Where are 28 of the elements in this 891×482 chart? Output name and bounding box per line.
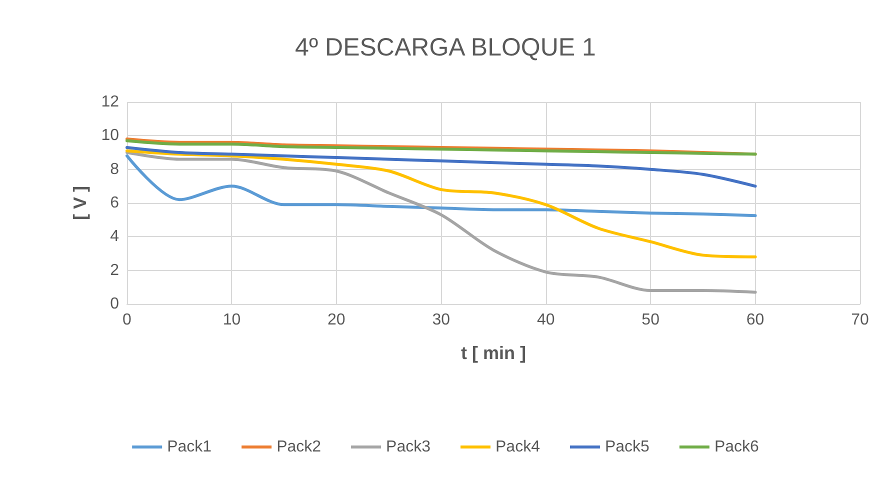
legend-label: Pack5 xyxy=(604,438,650,456)
y-tick-label: 8 xyxy=(110,160,120,178)
legend-label: Pack4 xyxy=(496,438,540,456)
x-tick-label: 50 xyxy=(642,312,660,328)
y-tick-label: 6 xyxy=(110,194,120,212)
legend-label: Pack6 xyxy=(714,438,760,456)
x-axis-title: t [ min ] xyxy=(461,343,526,363)
x-tick-label: 40 xyxy=(536,312,555,328)
x-tick-label: 70 xyxy=(851,312,869,328)
y-tick-label: 10 xyxy=(101,127,120,144)
legend-label: Pack2 xyxy=(276,438,322,456)
legend-label: Pack3 xyxy=(386,438,431,456)
legend-label: Pack1 xyxy=(167,438,212,456)
line-series xyxy=(126,149,757,258)
x-tick-label: 30 xyxy=(432,312,450,328)
line-series xyxy=(126,151,757,294)
line-series xyxy=(126,146,757,188)
x-tick-label: 60 xyxy=(746,312,764,328)
x-tick-label: 10 xyxy=(222,312,241,328)
y-tick-label: 2 xyxy=(110,262,120,279)
line-series xyxy=(126,154,757,218)
chart-title: 4º DESCARGA BLOQUE 1 xyxy=(295,34,596,62)
x-tick-label: 20 xyxy=(328,312,346,328)
y-tick-label: 4 xyxy=(110,228,120,246)
x-tick-label: 0 xyxy=(122,312,132,328)
y-tick-label: 12 xyxy=(101,94,120,110)
y-tick-label: 0 xyxy=(110,296,120,312)
y-axis-title: [ V ] xyxy=(70,186,90,220)
